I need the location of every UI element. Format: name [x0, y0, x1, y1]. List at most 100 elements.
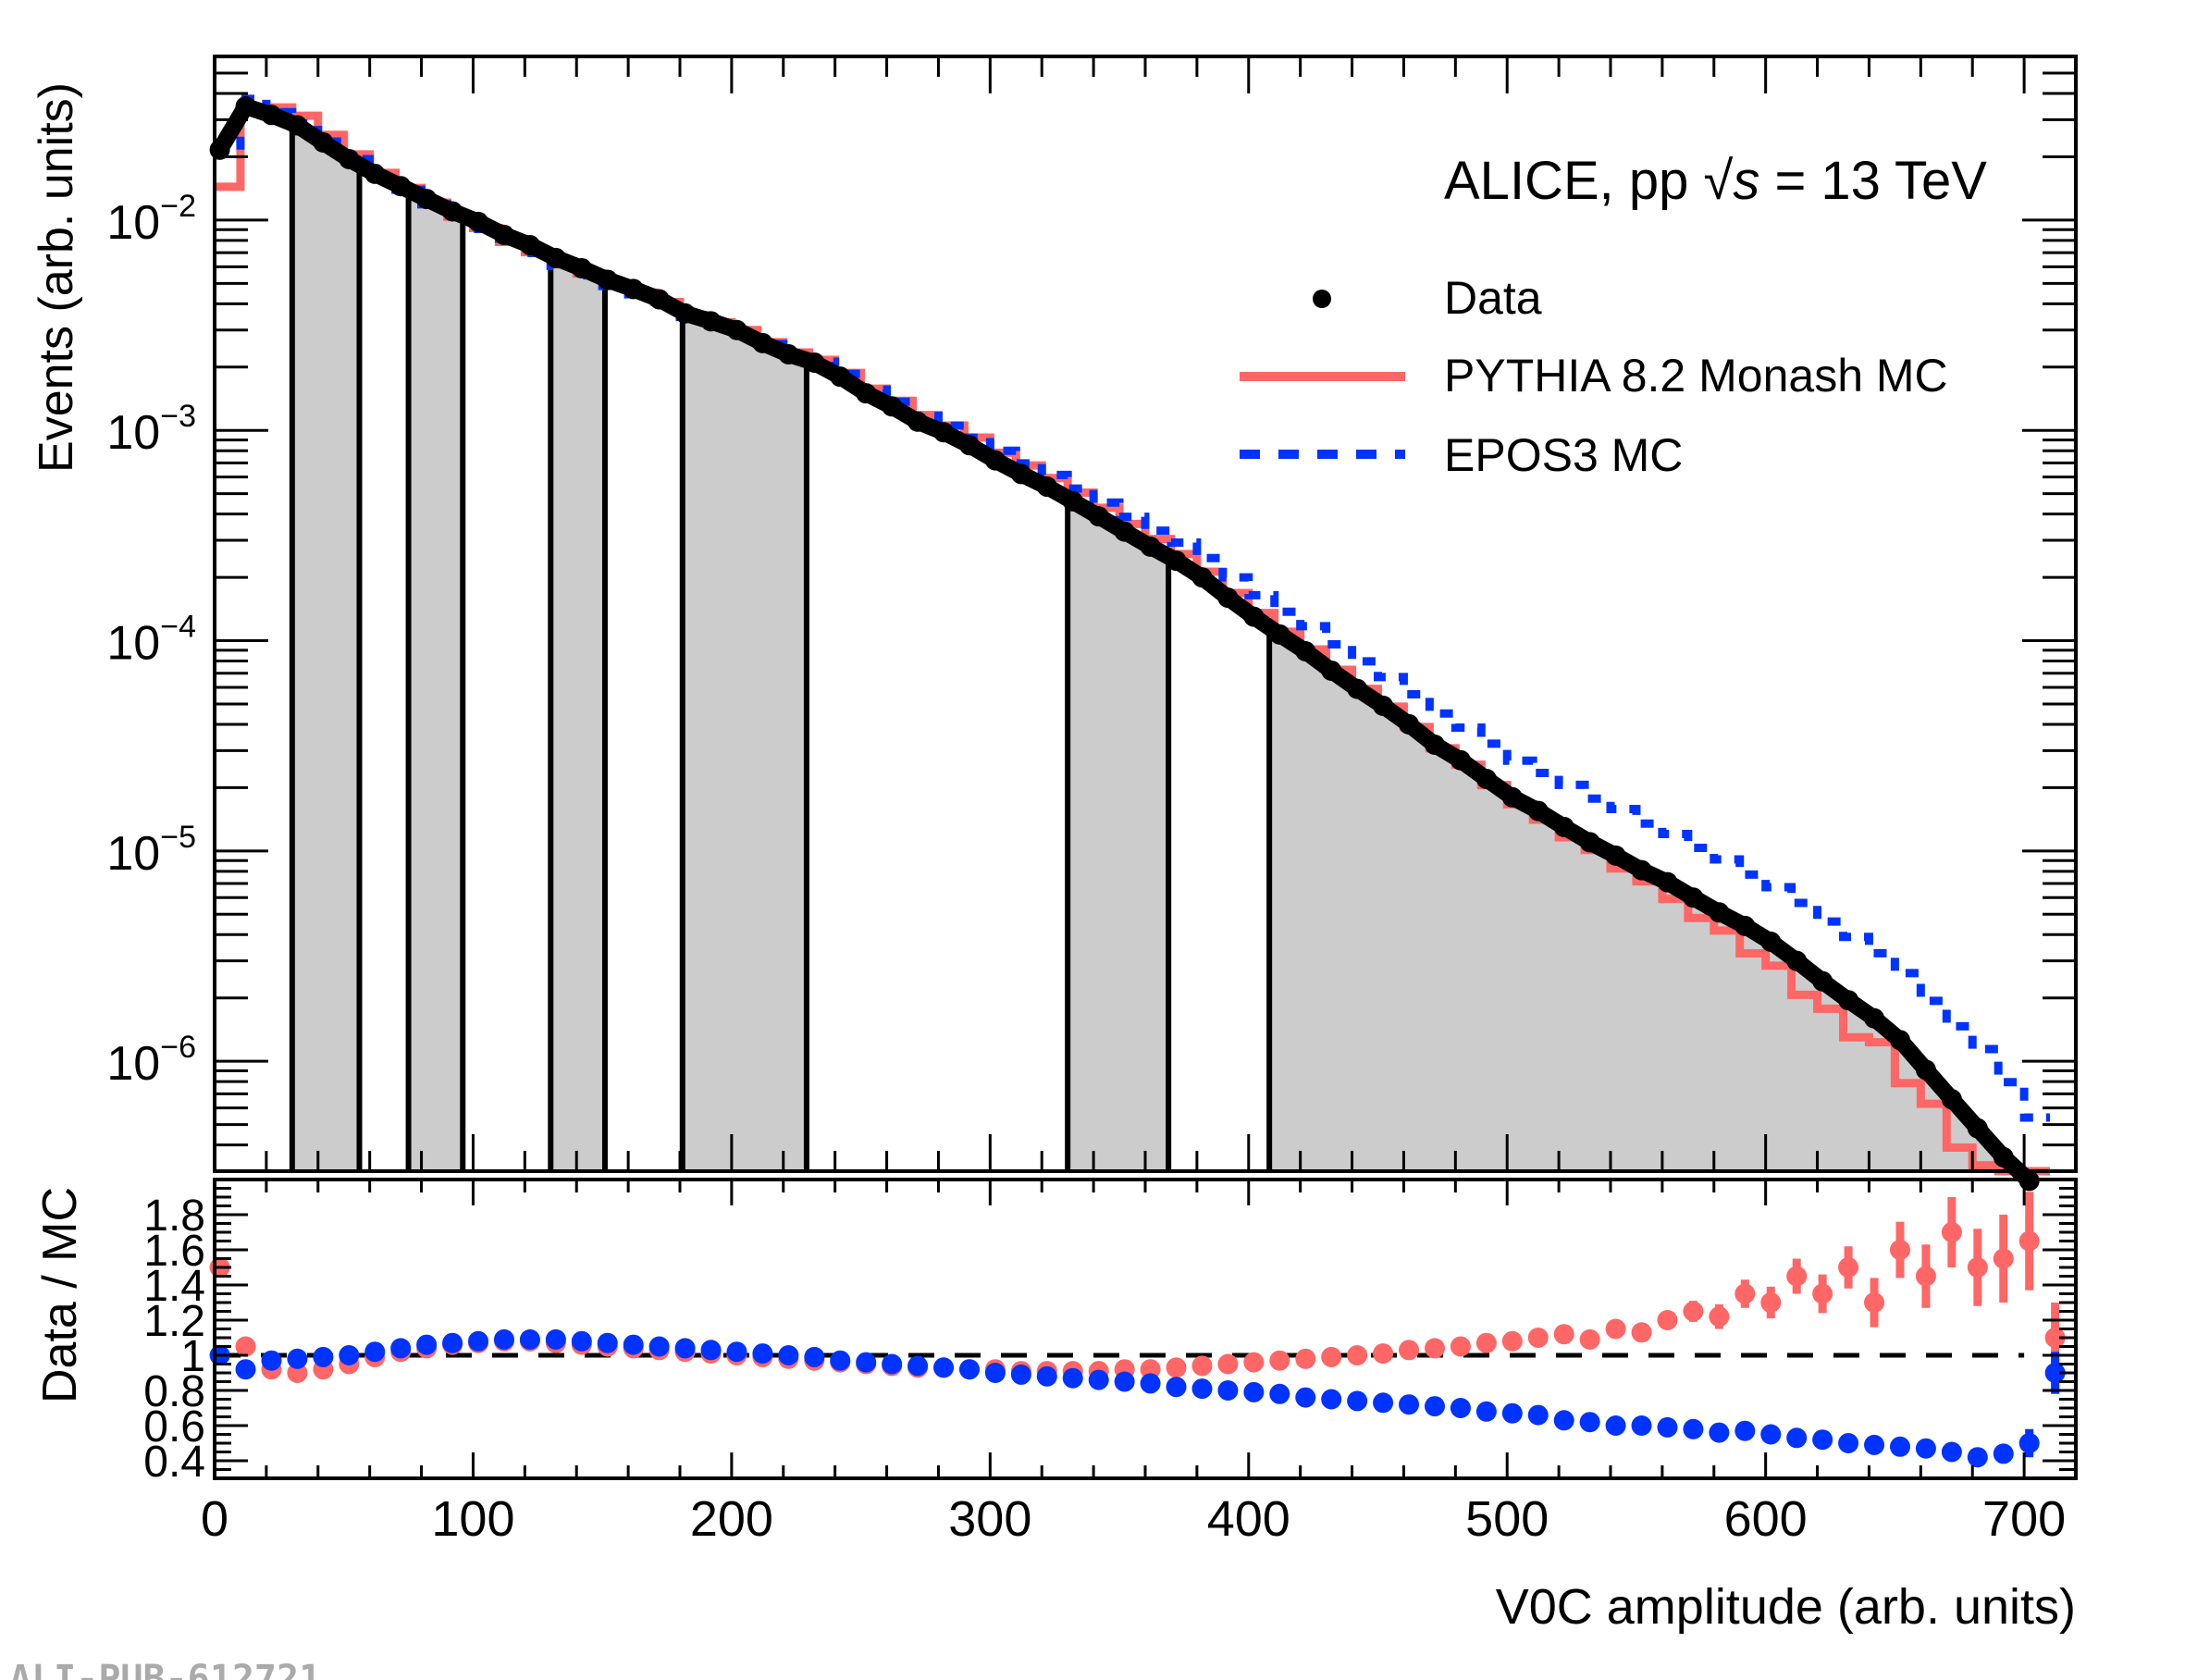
epos-ratio-point: [1838, 1433, 1859, 1453]
epos-ratio-point: [623, 1334, 644, 1355]
epos-ratio-point: [1941, 1441, 1962, 1463]
data-point: [648, 289, 670, 310]
x-tick-label: 400: [1207, 1491, 1290, 1547]
pythia-ratio-point: [1501, 1330, 1523, 1352]
pythia-ratio-point: [2018, 1230, 2040, 1252]
pythia-ratio-point: [1450, 1336, 1471, 1357]
pythia-ratio-point: [1217, 1353, 1239, 1375]
epos-ratio-point: [1191, 1378, 1213, 1400]
centrality-shaded-region: [682, 314, 807, 1172]
centrality-shaded-region: [291, 125, 360, 1171]
epos-ratio-point: [1915, 1438, 1936, 1459]
ratio-y-tick-label: 1.2: [143, 1297, 205, 1346]
data-point: [1295, 641, 1316, 662]
epos-ratio-point: [804, 1346, 825, 1367]
y-tick-label: 10−6: [106, 1030, 196, 1091]
pythia-ratio-point: [1269, 1350, 1290, 1371]
data-point: [1709, 902, 1730, 923]
data-point: [1140, 536, 1161, 557]
epos-ratio-point: [1475, 1401, 1497, 1422]
pythia-ratio-point: [1527, 1328, 1549, 1348]
centrality-shaded-region: [408, 192, 463, 1171]
y-axis-title-ratio: Data / MC: [33, 1187, 87, 1403]
epos-ratio-point: [752, 1343, 773, 1365]
data-point: [1501, 786, 1523, 808]
epos-ratio-point: [1114, 1371, 1135, 1392]
epos-ratio-point: [339, 1345, 360, 1365]
epos-ratio-point: [1140, 1373, 1161, 1394]
data-point: [1243, 606, 1265, 627]
pythia-ratio-point: [1295, 1348, 1316, 1369]
epos-ratio-point: [856, 1352, 877, 1373]
pythia-ratio-point: [1683, 1301, 1704, 1322]
data-point: [1993, 1146, 2014, 1167]
y-axis-title-top: Events (arb. units): [30, 82, 83, 473]
data-point: [752, 332, 773, 353]
x-tick-label: 500: [1465, 1491, 1549, 1547]
pythia-ratio-point: [1321, 1346, 1342, 1367]
data-point: [1527, 800, 1549, 821]
data-point: [493, 224, 514, 245]
epos-ratio-point: [726, 1341, 747, 1363]
x-tick-label: 300: [948, 1491, 1031, 1547]
data-point: [313, 131, 334, 153]
epos-ratio-point: [1760, 1424, 1782, 1445]
epos-ratio-point: [1864, 1434, 1885, 1455]
epos-ratio-point: [1321, 1389, 1342, 1410]
data-point: [1683, 887, 1704, 908]
ratio-y-tick-label: 1.6: [143, 1227, 205, 1276]
legend-label-epos: EPOS3 MC: [1444, 429, 1683, 481]
epos-ratio-point: [1424, 1396, 1445, 1417]
pythia-ratio-point: [1734, 1283, 1756, 1304]
data-point: [416, 189, 438, 210]
pythia-ratio-point: [2044, 1328, 2066, 1348]
epos-ratio-point: [1631, 1415, 1652, 1436]
data-point: [1553, 816, 1574, 837]
epos-ratio-point: [1812, 1429, 1833, 1451]
legend: Data PYTHIA 8.2 Monash MC EPOS3 MC: [1240, 272, 1948, 481]
epos-ratio-point: [1889, 1436, 1910, 1457]
ratio-panel: 0 100 200 300 400 500 600 7000.40.60.811.21.41.…: [143, 1178, 2078, 1547]
data-point: [339, 148, 360, 169]
epos-ratio-point: [1579, 1412, 1600, 1433]
pythia-ratio-point: [1166, 1357, 1187, 1378]
watermark: ALI-PUB-612721: [9, 1658, 321, 1680]
data-point: [984, 450, 1006, 471]
epos-ratio-point: [2044, 1363, 2066, 1383]
pythia-ratio-point: [1424, 1338, 1445, 1359]
epos-ratio-point: [364, 1341, 386, 1363]
data-point: [1631, 859, 1652, 881]
pythia-ratio-point: [1140, 1359, 1161, 1380]
data-point: [1114, 521, 1135, 542]
epos-ratio-point: [882, 1353, 903, 1375]
epos-ratio-point: [1657, 1416, 1678, 1438]
data-point: [1010, 463, 1031, 485]
data-point: [1889, 1030, 1910, 1051]
x-tick-label: 600: [1724, 1491, 1808, 1547]
data-point: [726, 319, 747, 340]
epos-ratio-point: [1166, 1377, 1187, 1398]
epos-ratio-point: [235, 1359, 256, 1380]
data-point: [933, 422, 955, 443]
epos-ratio-point: [1295, 1387, 1316, 1408]
y-tick-label: 10−4: [106, 610, 196, 671]
epos-ratio-point: [571, 1330, 592, 1352]
data-point: [1347, 678, 1368, 699]
data-point: [1217, 587, 1239, 609]
legend-marker-data: [1313, 290, 1331, 308]
pythia-ratio-point: [1657, 1310, 1678, 1330]
epos-ratio-point: [1605, 1415, 1626, 1436]
centrality-shaded-region: [550, 257, 605, 1171]
epos-ratio-point: [1967, 1447, 1988, 1468]
data-point: [1734, 915, 1756, 936]
data-point: [1579, 832, 1600, 853]
y-tick-label: 10−2: [106, 189, 196, 250]
epos-ratio-point: [674, 1338, 696, 1359]
epos-ratio-point: [1553, 1410, 1574, 1431]
pythia-ratio-point: [1967, 1257, 1988, 1278]
epos-ratio-point: [907, 1355, 929, 1377]
data-point: [1915, 1059, 1936, 1081]
data-point: [1269, 624, 1290, 645]
epos-ratio-point: [597, 1332, 618, 1353]
pythia-ratio-point: [1191, 1355, 1213, 1377]
